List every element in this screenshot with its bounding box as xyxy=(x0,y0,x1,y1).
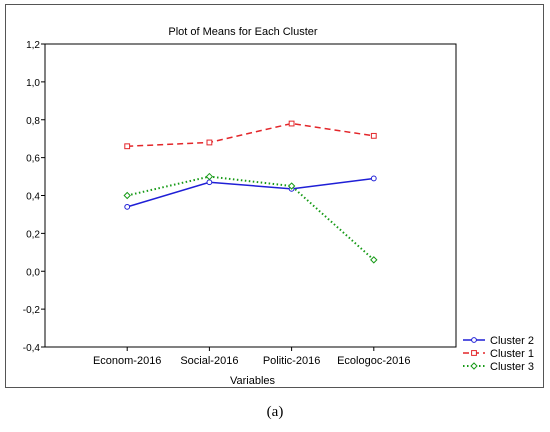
x-tick-label: Politic-2016 xyxy=(263,355,320,367)
series-3-point xyxy=(287,182,296,190)
line-chart: Plot of Means for Each Cluster 1,2 1,0 0,8 0… xyxy=(23,26,534,387)
y-tick-label: 0,8 xyxy=(26,116,40,127)
series-line-1 xyxy=(126,177,374,208)
x-axis-label: Variables xyxy=(230,375,276,387)
series-2-point xyxy=(288,120,295,127)
y-tick-label: 1,2 xyxy=(26,40,40,51)
y-tick-label: 0,6 xyxy=(26,154,40,165)
chart-frame: Plot of Means for Each Cluster 1,2 1,0 0,8 0… xyxy=(5,4,544,388)
plot-area xyxy=(44,43,457,348)
chart-title: Plot of Means for Each Cluster xyxy=(168,26,318,38)
series-3-point xyxy=(370,256,378,264)
legend-marker-2 xyxy=(471,350,477,356)
x-tick-label: Ecologoc-2016 xyxy=(337,355,410,367)
y-tick-label: 0,0 xyxy=(26,267,40,278)
y-tick-label: 1,0 xyxy=(26,78,40,89)
y-tick-label: -0,2 xyxy=(23,305,41,316)
legend-marker-3 xyxy=(470,362,478,370)
y-tick-label: 0,4 xyxy=(26,192,40,203)
series-2-point xyxy=(124,143,131,150)
series-1-point xyxy=(370,175,377,182)
series-1-point xyxy=(206,179,213,186)
legend-label-2: Cluster 1 xyxy=(490,348,534,360)
x-tick-label: Social-2016 xyxy=(180,355,238,367)
series-3-point xyxy=(205,172,214,181)
x-tick-label: Econom-2016 xyxy=(93,355,162,367)
series-line-3 xyxy=(126,175,375,261)
figure-caption: (a) xyxy=(266,404,284,420)
legend-marker-1 xyxy=(471,337,477,343)
series-3-point xyxy=(123,191,131,200)
series-line-2 xyxy=(127,122,374,148)
y-tick-label: 0,2 xyxy=(26,229,40,240)
series-1-point xyxy=(124,203,131,210)
y-tick-label: -0,4 xyxy=(23,343,41,354)
series-2-point xyxy=(206,139,213,146)
legend-label-3: Cluster 3 xyxy=(490,361,534,373)
legend-label-1: Cluster 2 xyxy=(490,335,534,347)
series-2-point xyxy=(370,132,377,139)
